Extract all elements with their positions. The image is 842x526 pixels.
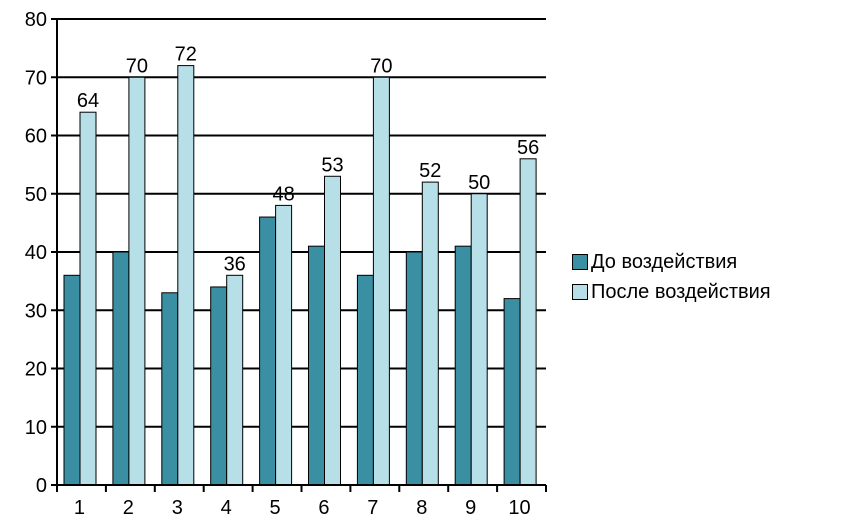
x-tick-label: 10 bbox=[508, 497, 530, 519]
bars bbox=[63, 65, 537, 486]
x-tick-label: 3 bbox=[172, 497, 183, 519]
data-label: 70 bbox=[370, 55, 392, 77]
bar-before-2 bbox=[112, 251, 130, 486]
y-tick-label: 20 bbox=[25, 359, 47, 381]
legend-swatch-before bbox=[572, 254, 588, 270]
bar-after-1 bbox=[79, 111, 97, 486]
data-label: 56 bbox=[517, 137, 539, 159]
data-label: 36 bbox=[224, 253, 246, 275]
bar-after-8 bbox=[421, 181, 439, 486]
bar-before-10 bbox=[503, 298, 521, 486]
y-tick-label: 30 bbox=[25, 300, 47, 322]
x-tick-label: 5 bbox=[269, 497, 280, 519]
bar-after-4 bbox=[226, 274, 244, 486]
bar-before-1 bbox=[63, 274, 81, 486]
legend-item-after: После воздействия bbox=[572, 277, 771, 307]
bar-after-7 bbox=[372, 76, 390, 486]
data-label: 48 bbox=[272, 183, 294, 205]
bar-after-10 bbox=[519, 158, 537, 486]
data-label: 53 bbox=[321, 154, 343, 176]
data-label: 50 bbox=[468, 172, 490, 194]
bar-after-6 bbox=[324, 175, 341, 486]
y-tick-label: 10 bbox=[25, 417, 47, 439]
legend-label-after: После воздействия bbox=[591, 280, 771, 303]
bar-after-5 bbox=[275, 204, 293, 486]
x-tick-label: 6 bbox=[318, 497, 329, 519]
bar-before-8 bbox=[405, 251, 423, 486]
x-tick-label: 7 bbox=[367, 497, 378, 519]
bar-after-9 bbox=[470, 193, 488, 486]
labels: 0 10 20 30 40 50 60 70 80 64 1 70 2 72 3 36 4 48 5 53 6 70 7 52… bbox=[25, 9, 539, 519]
bar-before-3 bbox=[161, 292, 179, 486]
legend-label-before: До воздействия bbox=[591, 250, 738, 273]
bar-before-7 bbox=[356, 274, 374, 486]
x-tick-label: 1 bbox=[74, 497, 85, 519]
x-tick-label: 8 bbox=[416, 497, 427, 519]
data-label: 64 bbox=[77, 90, 99, 112]
bar-before-5 bbox=[259, 216, 277, 486]
bar-before-9 bbox=[454, 245, 472, 486]
y-tick-label: 80 bbox=[25, 9, 47, 31]
legend: До воздействия После воздействия bbox=[572, 247, 771, 307]
axes bbox=[51, 18, 547, 492]
y-tick-label: 60 bbox=[25, 126, 47, 148]
x-tick-label: 4 bbox=[221, 497, 232, 519]
legend-item-before: До воздействия bbox=[572, 247, 771, 277]
data-label: 72 bbox=[175, 44, 197, 66]
data-label: 70 bbox=[126, 55, 148, 77]
bar-after-2 bbox=[128, 76, 146, 486]
x-tick-label: 2 bbox=[123, 497, 134, 519]
bar-after-3 bbox=[177, 65, 195, 486]
bar-before-4 bbox=[210, 286, 228, 486]
x-tick-label: 9 bbox=[465, 497, 476, 519]
data-label: 52 bbox=[419, 160, 441, 182]
y-tick-label: 0 bbox=[36, 475, 47, 497]
y-tick-label: 40 bbox=[25, 242, 47, 264]
bar-before-6 bbox=[308, 245, 325, 486]
y-tick-label: 70 bbox=[25, 67, 47, 89]
y-tick-label: 50 bbox=[25, 184, 47, 206]
legend-swatch-after bbox=[572, 284, 588, 300]
